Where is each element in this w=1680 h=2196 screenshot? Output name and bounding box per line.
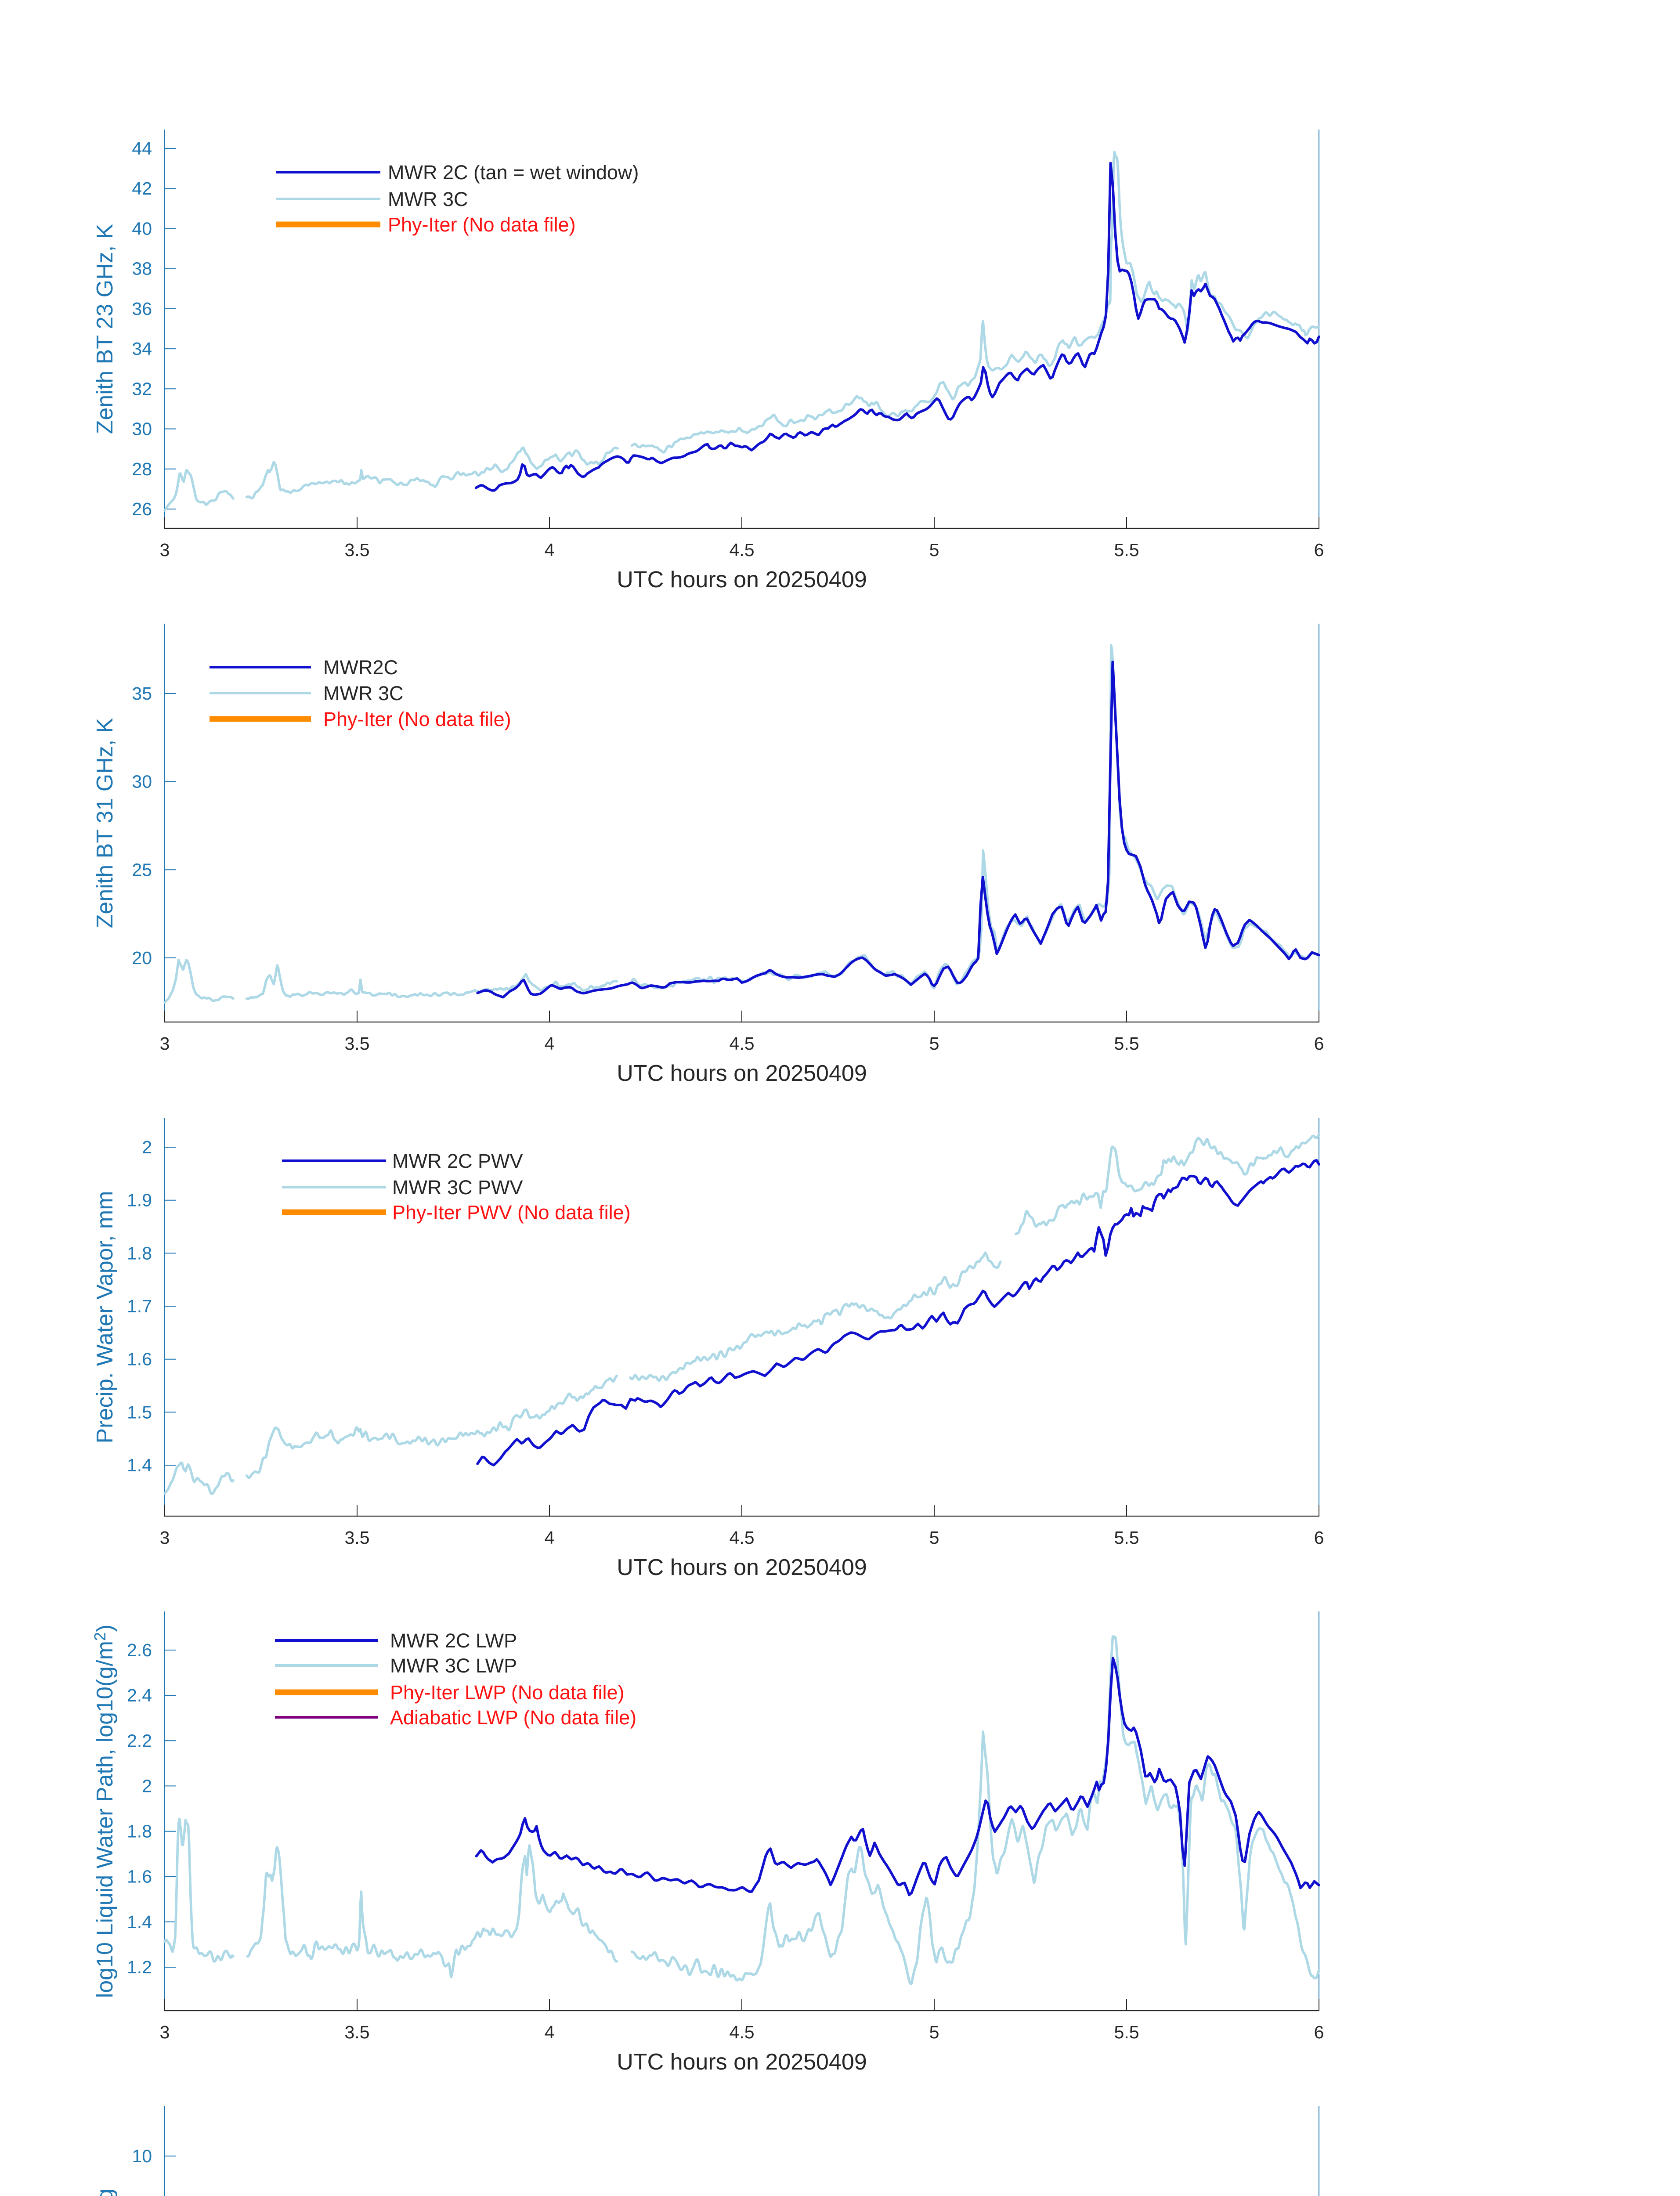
svg-text:36: 36 <box>132 299 152 319</box>
svg-text:1.6: 1.6 <box>127 1867 152 1887</box>
svg-text:MWR 3C: MWR 3C <box>388 188 468 210</box>
svg-text:3.5: 3.5 <box>345 2022 370 2042</box>
svg-text:1.4: 1.4 <box>127 1912 152 1932</box>
svg-text:MWR 2C LWP: MWR 2C LWP <box>390 1629 517 1652</box>
svg-text:1.9: 1.9 <box>127 1190 152 1210</box>
svg-text:35: 35 <box>132 683 152 704</box>
svg-text:25: 25 <box>132 860 152 880</box>
svg-text:2: 2 <box>142 1776 152 1796</box>
svg-text:20: 20 <box>132 948 152 968</box>
svg-text:6: 6 <box>1314 1033 1324 1054</box>
svg-text:1.4: 1.4 <box>127 1455 152 1475</box>
svg-text:5.5: 5.5 <box>1114 1528 1139 1548</box>
svg-text:MWR 3C PWV: MWR 3C PWV <box>392 1176 523 1199</box>
svg-text:Adiabatic LWP (No data file): Adiabatic LWP (No data file) <box>390 1706 636 1729</box>
svg-text:5.5: 5.5 <box>1114 540 1139 560</box>
svg-text:UTC hours on 20250409: UTC hours on 20250409 <box>617 567 867 592</box>
svg-text:4: 4 <box>545 2022 555 2042</box>
svg-text:4.5: 4.5 <box>730 1033 755 1054</box>
svg-text:4: 4 <box>545 540 555 560</box>
svg-text:1.2: 1.2 <box>127 1957 152 1977</box>
svg-text:5.5: 5.5 <box>1114 2022 1139 2042</box>
svg-text:log10 Liquid Water Path, log10: log10 Liquid Water Path, log10(g/m2) <box>91 1625 118 1998</box>
svg-text:MWR 3C: MWR 3C <box>323 682 403 704</box>
svg-text:MWR2C: MWR2C <box>323 656 398 679</box>
svg-text:2.4: 2.4 <box>127 1685 152 1705</box>
svg-text:Phy-Iter (No data file): Phy-Iter (No data file) <box>388 213 576 236</box>
svg-text:3.5: 3.5 <box>345 1033 370 1054</box>
svg-text:34: 34 <box>132 339 152 359</box>
svg-text:5: 5 <box>929 2022 939 2042</box>
svg-text:38: 38 <box>132 259 152 279</box>
svg-text:UTC hours on 20250409: UTC hours on 20250409 <box>617 1061 867 1086</box>
svg-text:6: 6 <box>1314 1528 1324 1548</box>
svg-text:Zenith BT 23 GHz, K: Zenith BT 23 GHz, K <box>92 224 118 434</box>
svg-text:Zenith BT 31 GHz, K: Zenith BT 31 GHz, K <box>92 718 118 928</box>
svg-text:UTC hours on 20250409: UTC hours on 20250409 <box>617 1555 867 1580</box>
svg-text:4.5: 4.5 <box>730 2022 755 2042</box>
svg-text:42: 42 <box>132 178 152 199</box>
svg-text:MWR 2C PWV: MWR 2C PWV <box>392 1150 523 1172</box>
svg-text:28: 28 <box>132 459 152 479</box>
svg-text:1.5: 1.5 <box>127 1402 152 1422</box>
svg-text:3: 3 <box>160 2022 170 2042</box>
svg-text:2.6: 2.6 <box>127 1640 152 1660</box>
svg-text:MWR 2C (tan = wet window): MWR 2C (tan = wet window) <box>388 161 639 184</box>
svg-text:1.6: 1.6 <box>127 1349 152 1369</box>
svg-text:3: 3 <box>160 540 170 560</box>
svg-text:Precip. Water Vapor, mm: Precip. Water Vapor, mm <box>92 1191 118 1443</box>
svg-text:Phy-Iter LWP (No data file): Phy-Iter LWP (No data file) <box>390 1681 625 1704</box>
svg-text:UTC hours on 20250409: UTC hours on 20250409 <box>617 2049 867 2075</box>
svg-text:26: 26 <box>132 499 152 519</box>
svg-text:2.2: 2.2 <box>127 1730 152 1751</box>
svg-text:6: 6 <box>1314 2022 1324 2042</box>
svg-text:Phy-Iter PWV (No data file): Phy-Iter PWV (No data file) <box>392 1201 631 1224</box>
svg-text:4.5: 4.5 <box>730 1528 755 1548</box>
svg-text:6: 6 <box>1314 540 1324 560</box>
svg-text:40: 40 <box>132 218 152 238</box>
svg-text:1.8: 1.8 <box>127 1821 152 1842</box>
svg-text:3: 3 <box>160 1033 170 1054</box>
svg-text:5.5: 5.5 <box>1114 1033 1139 1054</box>
svg-text:4: 4 <box>545 1528 555 1548</box>
svg-text:2: 2 <box>142 1137 152 1157</box>
svg-text:32: 32 <box>132 379 152 399</box>
svg-text:1.8: 1.8 <box>127 1243 152 1263</box>
svg-text:10: 10 <box>132 2146 152 2166</box>
svg-text:3.5: 3.5 <box>345 1528 370 1548</box>
svg-text:30: 30 <box>132 772 152 792</box>
svg-text:MWR 3C LWP: MWR 3C LWP <box>390 1654 517 1677</box>
svg-text:1.7: 1.7 <box>127 1296 152 1316</box>
svg-text:44: 44 <box>132 138 152 159</box>
svg-text:4.5: 4.5 <box>730 540 755 560</box>
svg-text:4: 4 <box>545 1033 555 1054</box>
svg-text:5: 5 <box>929 1033 939 1054</box>
svg-text:30: 30 <box>132 419 152 439</box>
svg-text:3: 3 <box>160 1528 170 1548</box>
svg-text:5: 5 <box>929 540 939 560</box>
svg-text:MWR Phy Iter DQ Flag: MWR Phy Iter DQ Flag <box>92 2189 118 2196</box>
svg-text:5: 5 <box>929 1528 939 1548</box>
svg-text:3.5: 3.5 <box>345 540 370 560</box>
svg-text:Phy-Iter (No data file): Phy-Iter (No data file) <box>323 708 511 730</box>
